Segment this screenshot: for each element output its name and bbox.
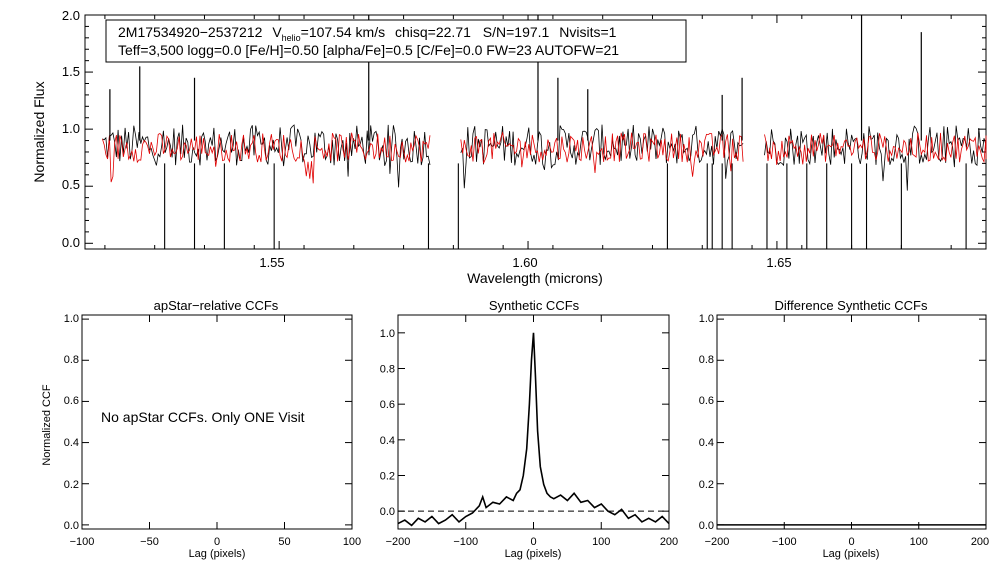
spectrum-ytick-label: 1.0 (62, 121, 80, 136)
difference-ytick-label: 1.0 (699, 313, 714, 325)
apstar-ytick-label: 0.0 (64, 520, 79, 532)
apstar-title: apStar−relative CCFs (154, 298, 279, 313)
synthetic-ticks (397, 315, 670, 529)
spectrum-observed-line (102, 124, 987, 191)
difference-ytick-label: 0.2 (699, 479, 714, 491)
spectrum-ytick-label: 0.0 (62, 235, 80, 250)
spectrum-xtick-label: 1.60 (512, 255, 537, 270)
difference-ytick-label: 0.8 (699, 354, 714, 366)
apstar-ytick-label: 0.8 (64, 354, 79, 366)
apstar-xtick-label: 100 (343, 536, 361, 548)
legend-line-1: 2M17534920−2537212 Vhelio=107.54 km/s ch… (118, 24, 617, 43)
synthetic-xtick-label: 100 (592, 536, 610, 548)
synthetic-ytick-label: 0.2 (380, 471, 395, 483)
apstar-ytick-label: 1.0 (64, 313, 79, 325)
apstar-xtick-label: −100 (70, 536, 95, 548)
synthetic-ytick-label: 0.0 (380, 506, 395, 518)
synthetic-title: Synthetic CCFs (489, 298, 580, 313)
legend-vhelio-sub: helio (282, 33, 301, 43)
legend-box (105, 19, 687, 63)
difference-title: Difference Synthetic CCFs (775, 298, 928, 313)
legend-v: V (272, 24, 282, 40)
apstar-xtick-label: −50 (140, 536, 159, 548)
synthetic-ytick-label: 0.4 (380, 435, 395, 447)
apstar-panel: apStar−relative CCFs −100 −50 0 50 100 0… (41, 298, 361, 560)
spectrum-lines (102, 15, 987, 249)
synthetic-xtick-label: 0 (530, 536, 536, 548)
legend-sn: S/N=197.1 (483, 24, 550, 40)
legend-vhelio-value: =107.54 km/s (301, 24, 385, 40)
apstar-ytick-label: 0.2 (64, 479, 79, 491)
difference-xtick-label: 200 (971, 536, 989, 548)
difference-xtick-label: −200 (705, 536, 730, 548)
spectrum-xlabel: Wavelength (microns) (467, 270, 603, 286)
difference-frame (716, 314, 987, 530)
synthetic-ccf-line (397, 332, 670, 527)
apstar-xlabel: Lag (pixels) (189, 548, 246, 560)
synthetic-panel: Synthetic CCFs −200 −100 0 100 200 0.0 0… (380, 298, 678, 560)
spectrum-panel: 1.55 1.60 1.65 0.0 0.5 1.0 1.5 2.0 Wavel… (31, 8, 987, 286)
synthetic-xtick-label: −100 (453, 536, 478, 548)
apstar-ytick-label: 0.6 (64, 395, 79, 407)
synthetic-xlabel: Lag (pixels) (505, 548, 562, 560)
spectrum-xtick-label: 1.65 (766, 255, 791, 270)
legend-object: 2M17534920−2537212 (118, 24, 263, 40)
difference-ytick-label: 0.0 (699, 520, 714, 532)
apstar-ticks (81, 315, 353, 529)
spectrum-ytick-label: 1.5 (62, 64, 80, 79)
difference-xtick-label: −100 (772, 536, 797, 548)
difference-xtick-label: 0 (848, 536, 854, 548)
difference-xlabel: Lag (pixels) (823, 548, 880, 560)
apstar-xtick-label: 50 (278, 536, 290, 548)
legend-params: Teff=3,500 logg=0.0 [Fe/H]=0.50 [alpha/F… (118, 42, 619, 58)
apstar-ylabel: Normalized CCF (41, 384, 53, 466)
apstar-annotation: No apStar CCFs. Only ONE Visit (101, 409, 305, 425)
spectrum-ytick-label: 2.0 (62, 8, 80, 23)
synthetic-ytick-label: 0.6 (380, 399, 395, 411)
difference-ticks (716, 315, 987, 529)
legend-nvisits: Nvisits=1 (559, 24, 616, 40)
spectrum-ytick-label: 0.5 (62, 177, 80, 192)
apstar-ytick-label: 0.4 (64, 437, 79, 449)
difference-ytick-label: 0.6 (699, 395, 714, 407)
synthetic-xtick-label: −200 (386, 536, 411, 548)
difference-panel: Difference Synthetic CCFs −200 −100 0 10… (699, 298, 989, 560)
spectrum-model-line (102, 131, 987, 184)
apstar-xtick-label: 0 (214, 536, 220, 548)
spectrum-ylabel: Normalized Flux (31, 81, 47, 182)
synthetic-xtick-label: 200 (660, 536, 678, 548)
spectrum-legend: 2M17534920−2537212 Vhelio=107.54 km/s ch… (105, 19, 687, 63)
synthetic-ytick-label: 1.0 (380, 328, 395, 340)
legend-chisq: chisq=22.71 (395, 24, 471, 40)
difference-ytick-label: 0.4 (699, 437, 714, 449)
synthetic-ytick-label: 0.8 (380, 364, 395, 376)
difference-xtick-label: 100 (910, 536, 928, 548)
spectrum-xtick-label: 1.55 (259, 255, 284, 270)
